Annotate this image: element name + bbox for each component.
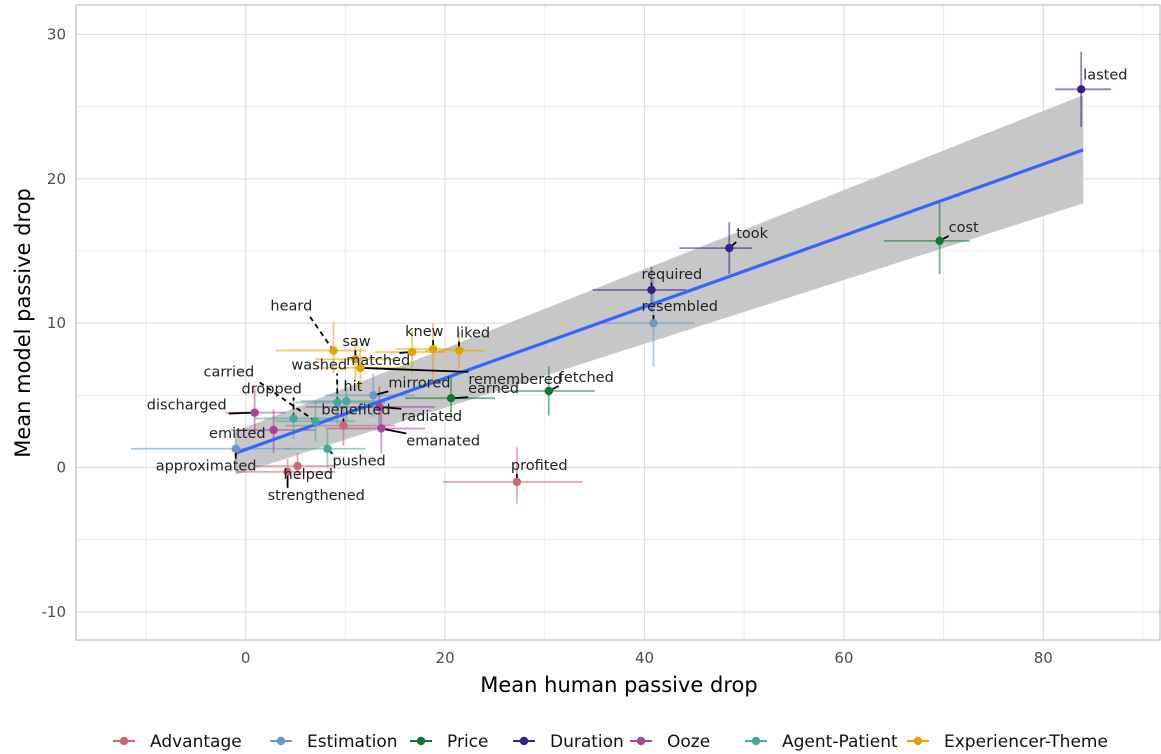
point-label: emitted <box>209 426 266 442</box>
data-point <box>351 355 360 364</box>
point-label: lasted <box>1083 67 1127 83</box>
point-label: mirrored <box>388 375 450 391</box>
y-tick-label: 10 <box>47 314 66 332</box>
point-label: remembered <box>468 372 562 388</box>
point-label: matched <box>346 353 410 369</box>
x-tick-label: 60 <box>834 649 853 667</box>
label-leader <box>228 411 255 415</box>
data-point <box>289 414 298 423</box>
legend-key-point <box>416 736 426 746</box>
data-point <box>725 243 734 253</box>
data-point <box>428 344 438 354</box>
point-label: emanated <box>406 434 480 450</box>
x-tick-label: 20 <box>436 649 455 667</box>
data-point <box>375 402 384 412</box>
x-tick-label: 80 <box>1034 649 1053 667</box>
point-label: knew <box>405 324 444 340</box>
y-tick-label: 20 <box>47 170 66 188</box>
point-label: required <box>641 267 702 283</box>
point-label: saw <box>342 334 370 350</box>
y-axis-title: Mean model passive drop <box>11 188 35 458</box>
label-leader <box>256 379 317 423</box>
point-label: benefited <box>321 403 390 419</box>
legend-label: Ooze <box>667 732 710 752</box>
legend-key-point <box>519 736 529 746</box>
legend-label: Duration <box>550 732 624 752</box>
data-point <box>512 477 522 487</box>
legend-label: Estimation <box>307 732 398 752</box>
legend-label: Experiencer-Theme <box>944 732 1108 752</box>
x-axis-title: Mean human passive drop <box>480 673 757 697</box>
data-point <box>231 444 240 453</box>
axes: 0 20 40 60 80 -10 0 10 20 30 <box>42 4 1161 667</box>
data-points <box>231 85 1086 487</box>
legend-key-point <box>751 736 761 746</box>
data-point <box>333 398 342 407</box>
regression-line <box>235 148 1084 455</box>
point-label: dropped <box>242 381 302 397</box>
point-label: profited <box>511 458 568 474</box>
data-point <box>407 347 417 357</box>
fit-line <box>235 148 1084 455</box>
point-label: resembled <box>641 299 718 315</box>
point-label: earned <box>468 381 519 397</box>
x-tick-label: 40 <box>635 649 654 667</box>
point-label: discharged <box>147 398 227 414</box>
data-point <box>311 417 320 426</box>
label-leader <box>360 366 469 373</box>
x-tick-label: 0 <box>241 649 251 667</box>
legend-key-point <box>276 736 286 746</box>
confidence-band <box>235 95 1084 475</box>
legend-label: Advantage <box>150 732 242 752</box>
data-point <box>647 285 656 295</box>
data-point <box>1076 85 1086 94</box>
panel-border <box>75 4 1161 641</box>
point-label: pushed <box>332 454 385 470</box>
y-tick-label: -10 <box>42 603 67 621</box>
legend-key-point <box>913 736 923 746</box>
point-label: approximated <box>156 459 257 475</box>
data-point <box>356 363 365 373</box>
data-point <box>454 346 464 355</box>
data-point <box>342 396 351 406</box>
point-labels: profited helped strengthened benefited resem… <box>147 67 1128 504</box>
y-tick-label: 0 <box>56 459 66 477</box>
data-point <box>250 408 259 417</box>
data-point <box>544 386 553 396</box>
confidence-band-area <box>235 95 1084 475</box>
point-label: washed <box>291 358 347 374</box>
data-point <box>323 444 332 453</box>
data-point <box>283 467 292 477</box>
y-tick-label: 30 <box>47 25 66 43</box>
point-label: fetched <box>559 370 614 386</box>
data-point <box>377 424 386 433</box>
data-point <box>649 318 658 328</box>
legend: Advantage Estimation Price Duration Ooze Agen… <box>113 732 1108 752</box>
legend-label: Agent-Patient <box>782 732 898 752</box>
point-label: cost <box>949 220 979 236</box>
data-point <box>935 236 944 246</box>
point-label: took <box>736 226 768 242</box>
legend-label: Price <box>447 732 488 752</box>
legend-key-point <box>636 736 646 746</box>
label-leader <box>307 314 335 352</box>
point-label: strengthened <box>268 488 365 504</box>
data-point <box>369 391 378 400</box>
data-point <box>269 425 278 435</box>
point-label: carried <box>203 364 254 380</box>
data-point <box>329 346 338 355</box>
point-label: heard <box>270 299 312 315</box>
label-leader <box>381 427 407 435</box>
point-label: radiated <box>401 409 462 425</box>
point-label: liked <box>456 326 490 342</box>
data-point <box>339 421 348 430</box>
data-point <box>293 461 302 471</box>
legend-key-point <box>119 736 129 746</box>
data-point <box>446 394 456 403</box>
point-label: hit <box>343 379 362 395</box>
point-label: helped <box>284 467 333 483</box>
